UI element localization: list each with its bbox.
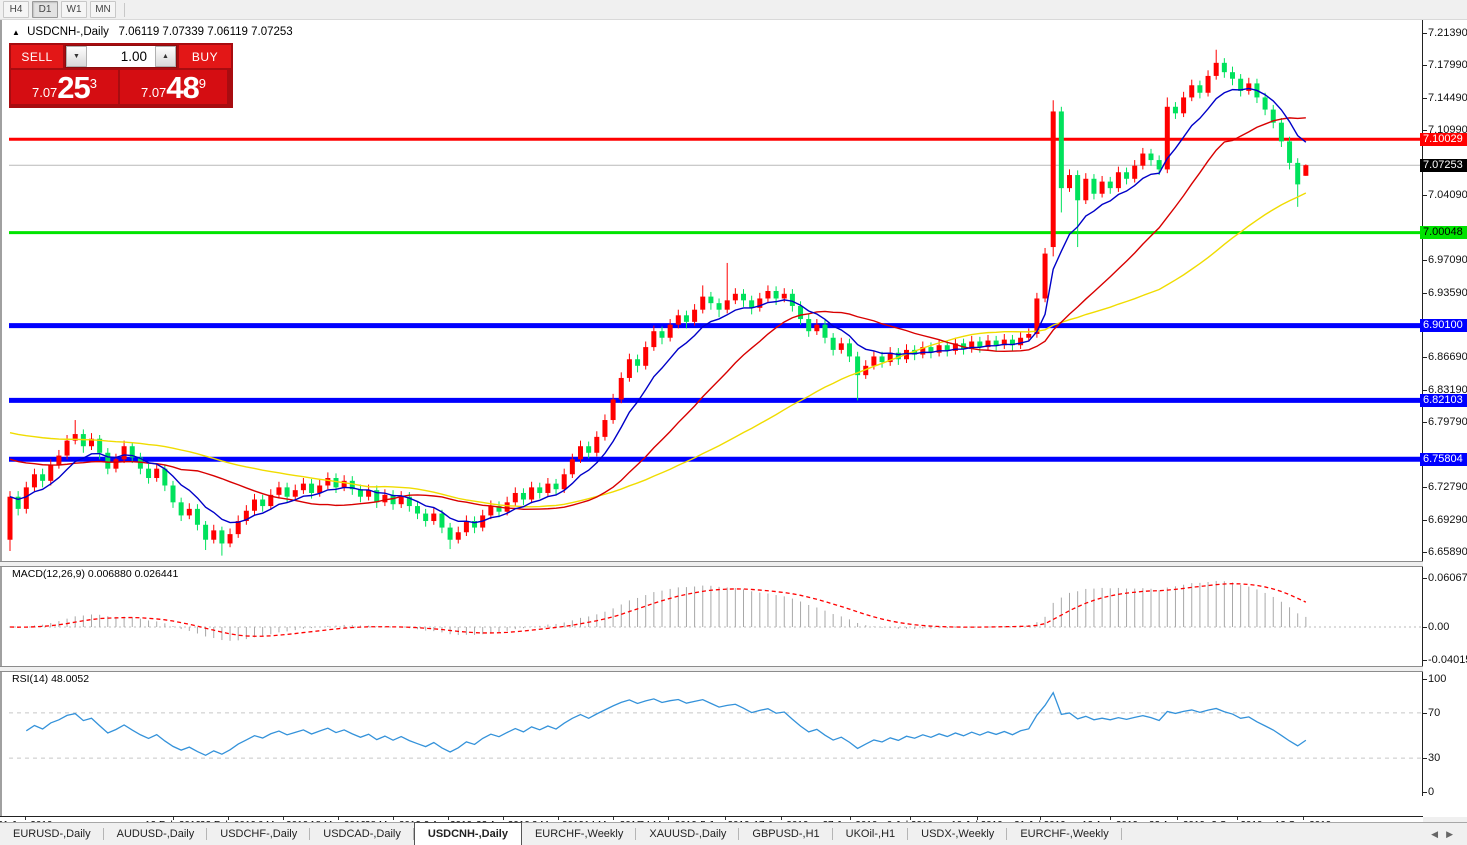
timeframe-toolbar: H4 D1 W1 MN <box>0 0 1467 20</box>
chart-tab-audusddaily[interactable]: AUDUSD-,Daily <box>104 823 208 845</box>
price-axis-tick: 30 <box>1428 752 1441 765</box>
price-axis-tick: 6.69290 <box>1428 514 1467 527</box>
price-level-badge: 6.75804 <box>1420 452 1467 466</box>
sell-button[interactable]: SELL <box>11 45 63 68</box>
chart-tab-bar: EURUSD-,Daily AUDUSD-,Daily USDCHF-,Daily U… <box>0 822 1467 845</box>
buy-quote-box[interactable]: 7.07 48 9 <box>120 70 227 104</box>
price-axis-tick: 6.72790 <box>1428 481 1467 494</box>
sell-price-big: 25 <box>57 70 90 105</box>
volume-input[interactable]: 1.00 <box>120 49 147 64</box>
price-axis-tick: 6.93590 <box>1428 286 1467 299</box>
tab-scroll-right-icon[interactable]: ▶ <box>1446 828 1453 839</box>
buy-price-pip: 9 <box>198 76 207 91</box>
macd-pane-splitter[interactable] <box>0 561 1467 567</box>
price-axis-tick: 6.83190 <box>1428 384 1467 397</box>
buy-price-prefix: 7.07 <box>140 85 167 100</box>
price-axis-tick: 0.00 <box>1428 621 1450 633</box>
price-axis-tick: 7.04090 <box>1428 188 1467 201</box>
rsi-label: RSI(14) 48.0052 <box>12 673 90 685</box>
price-axis-tick: 100 <box>1428 673 1447 685</box>
price-axis-tick: 0 <box>1428 786 1435 798</box>
rsi-pane-splitter[interactable] <box>0 666 1467 672</box>
chart-tab-eurchfweekly[interactable]: EURCHF-,Weekly <box>1007 823 1123 845</box>
chart-symbol-label: USDCNH-,Daily <box>27 26 109 38</box>
chart-tab-xauusddaily[interactable]: XAUUSD-,Daily <box>636 823 740 845</box>
chart-title: ▲ USDCNH-,Daily 7.06119 7.07339 7.06119 … <box>12 26 293 38</box>
price-axis[interactable]: 7.21390 7.17990 7.14490 7.10990 7.04090 6.970… <box>1420 20 1467 817</box>
price-level-badge: 7.00048 <box>1420 226 1467 240</box>
chart-tab-usdxweekly[interactable]: USDX-,Weekly <box>908 823 1008 845</box>
time-scale-border <box>0 816 1423 817</box>
timeframe-button-mn[interactable]: MN <box>90 1 116 18</box>
price-level-badge: 7.10029 <box>1420 132 1467 146</box>
buy-button[interactable]: BUY <box>179 45 231 68</box>
macd-label: MACD(12,26,9) 0.006880 0.026441 <box>12 568 179 580</box>
chart-tab-gbpusdh1[interactable]: GBPUSD-,H1 <box>739 823 833 845</box>
one-click-trade-panel: SELL ▼ 1.00 ▲ BUY 7.07 25 3 7.07 48 9 <box>9 43 233 108</box>
chart-tab-ukoilh1[interactable]: UKOil-,H1 <box>833 823 909 845</box>
chart-canvas[interactable] <box>0 0 1467 817</box>
volume-up-icon[interactable]: ▲ <box>155 46 176 67</box>
price-axis-tick: 70 <box>1428 706 1441 719</box>
sell-quote-box[interactable]: 7.07 25 3 <box>11 70 118 104</box>
chart-ohlc-values: 7.06119 7.07339 7.06119 7.07253 <box>118 26 293 38</box>
collapse-panel-icon[interactable]: ▲ <box>12 28 20 37</box>
price-axis-tick: 0.060674 <box>1428 571 1467 584</box>
price-axis-tick: 7.14490 <box>1428 91 1467 104</box>
sell-price-prefix: 7.07 <box>31 85 58 100</box>
price-axis-tick: 6.65890 <box>1428 545 1467 558</box>
timeframe-button-h4[interactable]: H4 <box>3 1 29 18</box>
price-axis-tick: 6.97090 <box>1428 254 1467 267</box>
price-axis-tick: 6.86690 <box>1428 351 1467 364</box>
chart-tab-usdchfdaily[interactable]: USDCHF-,Daily <box>207 823 311 845</box>
chart-tab-usdcnhdaily[interactable]: USDCNH-,Daily <box>413 822 522 845</box>
price-axis-tick: 7.21390 <box>1428 27 1467 39</box>
volume-down-icon[interactable]: ▼ <box>66 46 87 67</box>
sell-price-pip: 3 <box>89 76 98 91</box>
volume-stepper: ▼ 1.00 ▲ <box>65 45 177 68</box>
price-axis-tick: -0.040152 <box>1428 653 1467 666</box>
price-axis-border <box>1422 20 1423 796</box>
price-level-badge: 7.07253 <box>1420 158 1467 172</box>
buy-price-big: 48 <box>166 70 199 105</box>
toolbar-separator <box>124 2 125 17</box>
chart-tab-eurchfweekly[interactable]: EURCHF-,Weekly <box>522 823 637 845</box>
chart-tab-usdcaddaily[interactable]: USDCAD-,Daily <box>310 823 414 845</box>
price-level-badge: 6.90100 <box>1420 319 1467 333</box>
chart-window <box>0 20 1467 817</box>
timeframe-button-w1[interactable]: W1 <box>61 1 87 18</box>
price-level-badge: 6.82103 <box>1420 393 1467 407</box>
timeframe-button-d1[interactable]: D1 <box>32 1 58 18</box>
price-axis-tick: 6.79790 <box>1428 416 1467 428</box>
chart-tab-eurusddaily[interactable]: EURUSD-,Daily <box>0 823 104 845</box>
price-axis-tick: 7.17990 <box>1428 58 1467 71</box>
tab-scroll-left-icon[interactable]: ◀ <box>1431 828 1439 839</box>
